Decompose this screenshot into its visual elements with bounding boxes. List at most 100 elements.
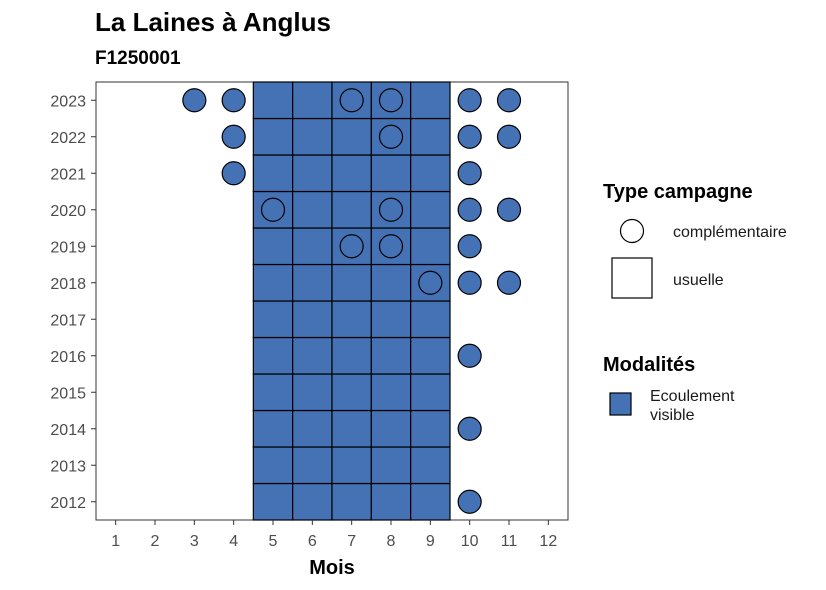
tile-2023-5: [252, 81, 294, 120]
point-2016-10: [457, 343, 482, 368]
tile-2014-5: [252, 409, 294, 448]
tile-2013-7: [331, 446, 372, 485]
x-tick-label-2: 2: [151, 533, 160, 550]
y-tick-label-2012: 2012: [50, 495, 86, 512]
x-tick-label-6: 6: [308, 533, 317, 550]
y-tick-label-2023: 2023: [50, 93, 86, 110]
point-2012-10: [457, 489, 482, 514]
tile-2012-5: [252, 482, 294, 521]
tile-2017-9: [410, 300, 451, 339]
tile-2018-7: [331, 263, 372, 302]
chart-title: La Laines à Anglus: [95, 7, 331, 37]
tile-2013-6: [292, 446, 333, 485]
tile-2019-5: [252, 227, 294, 266]
tile-2012-7: [331, 482, 372, 521]
tile-2015-9: [410, 373, 451, 412]
tile-2013-5: [252, 446, 294, 485]
legend-title-type-campagne: Type campagne: [603, 181, 753, 203]
y-tick-label-2016: 2016: [50, 349, 86, 366]
tile-2022-6: [292, 117, 333, 156]
tile-2023-9: [410, 81, 451, 120]
tile-2016-7: [331, 336, 372, 375]
x-tick-label-9: 9: [426, 533, 435, 550]
tile-2015-6: [292, 373, 333, 412]
tile-2014-7: [331, 409, 372, 448]
point-outline-2022-8: [378, 124, 404, 149]
point-2023-3: [182, 88, 207, 113]
tile-2021-5: [252, 154, 294, 193]
legend-key-ecoulement-visible: [609, 392, 632, 416]
y-tick-label-2019: 2019: [50, 239, 86, 256]
point-2021-4: [221, 161, 246, 186]
tile-2020-6: [292, 190, 333, 229]
tile-2023-6: [292, 81, 333, 120]
tile-2017-8: [370, 300, 412, 339]
point-outline-2020-5: [260, 197, 286, 222]
tile-2019-8: [370, 227, 412, 266]
tile-2016-9: [410, 336, 451, 375]
legend-key-square: [611, 257, 653, 299]
point-outline-2018-9: [418, 270, 443, 295]
tile-2018-5: [252, 263, 294, 302]
x-tick-label-4: 4: [229, 533, 238, 550]
tile-2023-7: [331, 81, 372, 120]
y-tick-label-2022: 2022: [50, 130, 86, 147]
point-2022-10: [457, 124, 482, 149]
point-2018-11: [496, 270, 522, 295]
tile-2013-8: [370, 446, 412, 485]
tile-2019-6: [292, 227, 333, 266]
legend-label-ecoulement-line2: visible: [650, 407, 695, 424]
point-2022-11: [496, 124, 522, 149]
point-outline-2019-7: [339, 234, 364, 259]
tile-2015-5: [252, 373, 294, 412]
tile-2014-6: [292, 409, 333, 448]
x-tick-label-7: 7: [347, 533, 356, 550]
tile-2020-8: [370, 190, 412, 229]
tile-2016-6: [292, 336, 333, 375]
legend-key-circle: [619, 218, 645, 244]
tile-2021-9: [410, 154, 451, 193]
point-outline-2019-8: [378, 234, 404, 259]
tile-2016-8: [370, 336, 412, 375]
usuelle-tiles: [252, 81, 451, 521]
legend-title-modalites: Modalités: [603, 354, 695, 376]
point-2023-11: [496, 88, 522, 113]
point-2014-10: [457, 416, 482, 441]
x-tick-label-1: 1: [111, 533, 120, 550]
tile-2020-5: [252, 190, 294, 229]
x-tick-label-8: 8: [387, 533, 396, 550]
y-tick-label-2021: 2021: [50, 166, 86, 183]
tile-2012-6: [292, 482, 333, 521]
tile-2018-6: [292, 263, 333, 302]
tile-2014-9: [410, 409, 451, 448]
point-2021-10: [457, 161, 482, 186]
x-tick-label-12: 12: [539, 533, 557, 550]
y-tick-label-2017: 2017: [50, 312, 86, 329]
tile-2022-8: [370, 117, 412, 156]
x-tick-label-11: 11: [501, 533, 518, 550]
tile-2021-8: [370, 154, 412, 193]
tile-2017-5: [252, 300, 294, 339]
legend-label-ecoulement-line1: Ecoulement: [650, 388, 735, 405]
tile-2016-5: [252, 336, 294, 375]
y-tick-label-2015: 2015: [50, 385, 86, 402]
point-outline-2020-8: [378, 197, 404, 222]
point-outline-2023-7: [339, 88, 364, 113]
tile-2019-9: [410, 227, 451, 266]
legend-label-complementaire: complémentaire: [673, 224, 787, 241]
tile-2022-9: [410, 117, 451, 156]
y-axis: 2012 2013 2014 2015 2016 2017 2018 2019 2020 2021…: [50, 93, 96, 512]
point-2020-10: [457, 197, 482, 222]
legend-label-usuelle: usuelle: [673, 272, 724, 289]
y-tick-label-2014: 2014: [50, 422, 86, 439]
y-tick-label-2020: 2020: [50, 203, 86, 220]
tile-2017-7: [331, 300, 372, 339]
plot-area: [95, 81, 569, 521]
tile-2012-8: [370, 482, 412, 521]
tile-2017-6: [292, 300, 333, 339]
tile-2015-7: [331, 373, 372, 412]
point-2023-10: [457, 88, 482, 113]
tile-2021-6: [292, 154, 333, 193]
x-tick-label-5: 5: [269, 533, 278, 550]
